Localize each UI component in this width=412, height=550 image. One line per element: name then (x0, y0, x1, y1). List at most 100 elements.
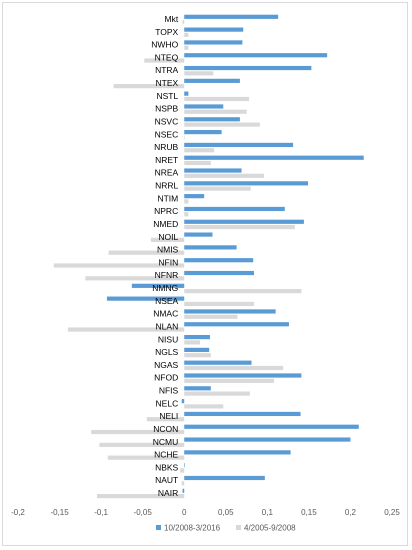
bar-nmed-series-2 (184, 224, 295, 230)
x-tick-label: 0,05 (218, 508, 234, 517)
bar-nsvc-series-1 (184, 117, 240, 122)
bar-nelc-series-1 (181, 399, 185, 404)
category-label-nspb: NSPB (155, 104, 178, 114)
category-label-nprc: NPRC (154, 206, 178, 216)
bar-naut-series-2 (181, 481, 185, 486)
category-label-nret: NRET (155, 155, 178, 165)
bar-nmac-series-1 (184, 309, 276, 314)
bar-nmis-series-2 (108, 250, 185, 255)
category-label-nfin: NFIN (158, 257, 178, 267)
bar-ntra-series-2 (184, 71, 214, 76)
bar-nche-series-2 (107, 455, 185, 460)
bar-topx-series-2 (184, 32, 189, 38)
bar-nrea-series-1 (184, 168, 242, 173)
category-label-ntex: NTEX (156, 78, 179, 88)
bar-ntim-series-2 (184, 199, 189, 204)
bar-nrea-series-2 (184, 173, 265, 178)
bar-nfod-series-2 (184, 378, 274, 383)
bar-nisu-series-1 (184, 334, 210, 340)
legend-label-series-2: 4/2005-9/2008 (244, 524, 296, 533)
category-label-ntim: NTIM (157, 193, 178, 203)
bar-nsea-series-1 (106, 296, 185, 301)
bar-nfnr-series-1 (184, 270, 255, 276)
category-label-nsvc: NSVC (155, 116, 179, 126)
bar-ncon-series-2 (91, 429, 185, 435)
bar-nmng-series-2 (184, 289, 302, 294)
bar-neli-series-1 (184, 411, 301, 417)
bar-nair-series-1 (182, 488, 185, 493)
x-tick-label: 0,15 (301, 508, 317, 517)
category-label-nmac: NMAC (153, 309, 178, 319)
bar-nsec-series-2 (184, 135, 185, 140)
category-label-nisu: NISU (158, 334, 178, 344)
category-label-nwho: NWHO (151, 40, 178, 50)
bar-ngas-series-2 (184, 365, 284, 371)
bar-nair-series-2 (96, 494, 185, 499)
category-label-nsea: NSEA (155, 296, 178, 306)
category-label-neli: NELI (159, 411, 178, 421)
category-label-nair: NAIR (158, 488, 178, 498)
x-tick-label: -0,1 (94, 508, 108, 517)
x-tick-label: -0,2 (11, 508, 25, 517)
bar-nsvc-series-2 (184, 122, 260, 127)
category-label-nrrl: NRRL (155, 181, 178, 191)
bar-nfnr-series-2 (85, 276, 185, 281)
bar-nfin-series-2 (53, 263, 185, 268)
bar-nbks-series-1 (184, 463, 185, 468)
legend: 10/2008-3/2016 4/2005-9/2008 (156, 524, 296, 533)
bar-ntim-series-1 (184, 194, 205, 199)
bar-nspb-series-1 (184, 104, 224, 109)
bar-nprc-series-1 (184, 206, 285, 212)
category-label-ncon: NCON (153, 424, 178, 434)
bar-nwho-series-2 (184, 45, 189, 50)
category-label-nfod: NFOD (154, 373, 178, 383)
bar-nteq-series-2 (144, 58, 185, 63)
bar-nrub-series-1 (184, 142, 294, 148)
category-label-topx: TOPX (155, 27, 178, 37)
bar-nprc-series-2 (184, 212, 189, 217)
bar-ncon-series-1 (184, 424, 359, 429)
bar-ngls-series-2 (184, 353, 211, 358)
bar-nfis-series-2 (184, 391, 250, 396)
category-label-nche: NCHE (154, 450, 178, 460)
bar-ngas-series-1 (184, 360, 252, 365)
legend-label-series-1: 10/2008-3/2016 (164, 524, 221, 533)
bar-nlan-series-1 (184, 322, 289, 327)
bar-ngls-series-1 (184, 347, 210, 352)
category-label-nrub: NRUB (154, 142, 178, 152)
category-label-nelc: NELC (156, 398, 179, 408)
category-label-ncmu: NCMU (153, 437, 179, 447)
bar-mkt-series-2 (182, 20, 185, 25)
x-tick-label: 0 (182, 508, 187, 517)
category-label-mkt: Mkt (165, 14, 179, 24)
category-label-nfis: NFIS (159, 386, 179, 396)
bar-ncmu-series-2 (99, 442, 185, 447)
category-label-nstl: NSTL (156, 91, 178, 101)
bar-noil-series-1 (184, 232, 213, 237)
bar-nmis-series-1 (184, 245, 237, 250)
bar-naut-series-1 (184, 475, 265, 481)
bar-nrrl-series-2 (184, 186, 251, 191)
bar-nlan-series-2 (67, 327, 185, 332)
category-label-ntra: NTRA (155, 65, 178, 75)
bar-nrub-series-2 (184, 148, 215, 153)
bar-nstl-series-2 (184, 96, 250, 102)
bar-mkt-series-1 (184, 14, 279, 19)
bar-nwho-series-1 (184, 40, 243, 45)
x-tick-label: -0,15 (50, 508, 69, 517)
bar-nmac-series-2 (184, 314, 238, 319)
bar-nche-series-1 (184, 450, 291, 455)
bar-ntex-series-1 (184, 78, 240, 83)
bar-nspb-series-2 (184, 109, 247, 114)
bar-nisu-series-2 (184, 340, 201, 345)
category-label-nmed: NMED (153, 219, 178, 229)
category-label-nbks: NBKS (155, 462, 178, 472)
category-label-nteq: NTEQ (155, 52, 179, 62)
bar-nbks-series-2 (180, 468, 185, 473)
bar-ntra-series-1 (184, 65, 312, 71)
bar-nteq-series-1 (184, 53, 328, 58)
bar-topx-series-1 (184, 27, 244, 32)
bar-nmed-series-1 (184, 219, 304, 224)
category-label-nmis: NMIS (157, 245, 179, 255)
category-label-nmng: NMNG (152, 283, 178, 293)
